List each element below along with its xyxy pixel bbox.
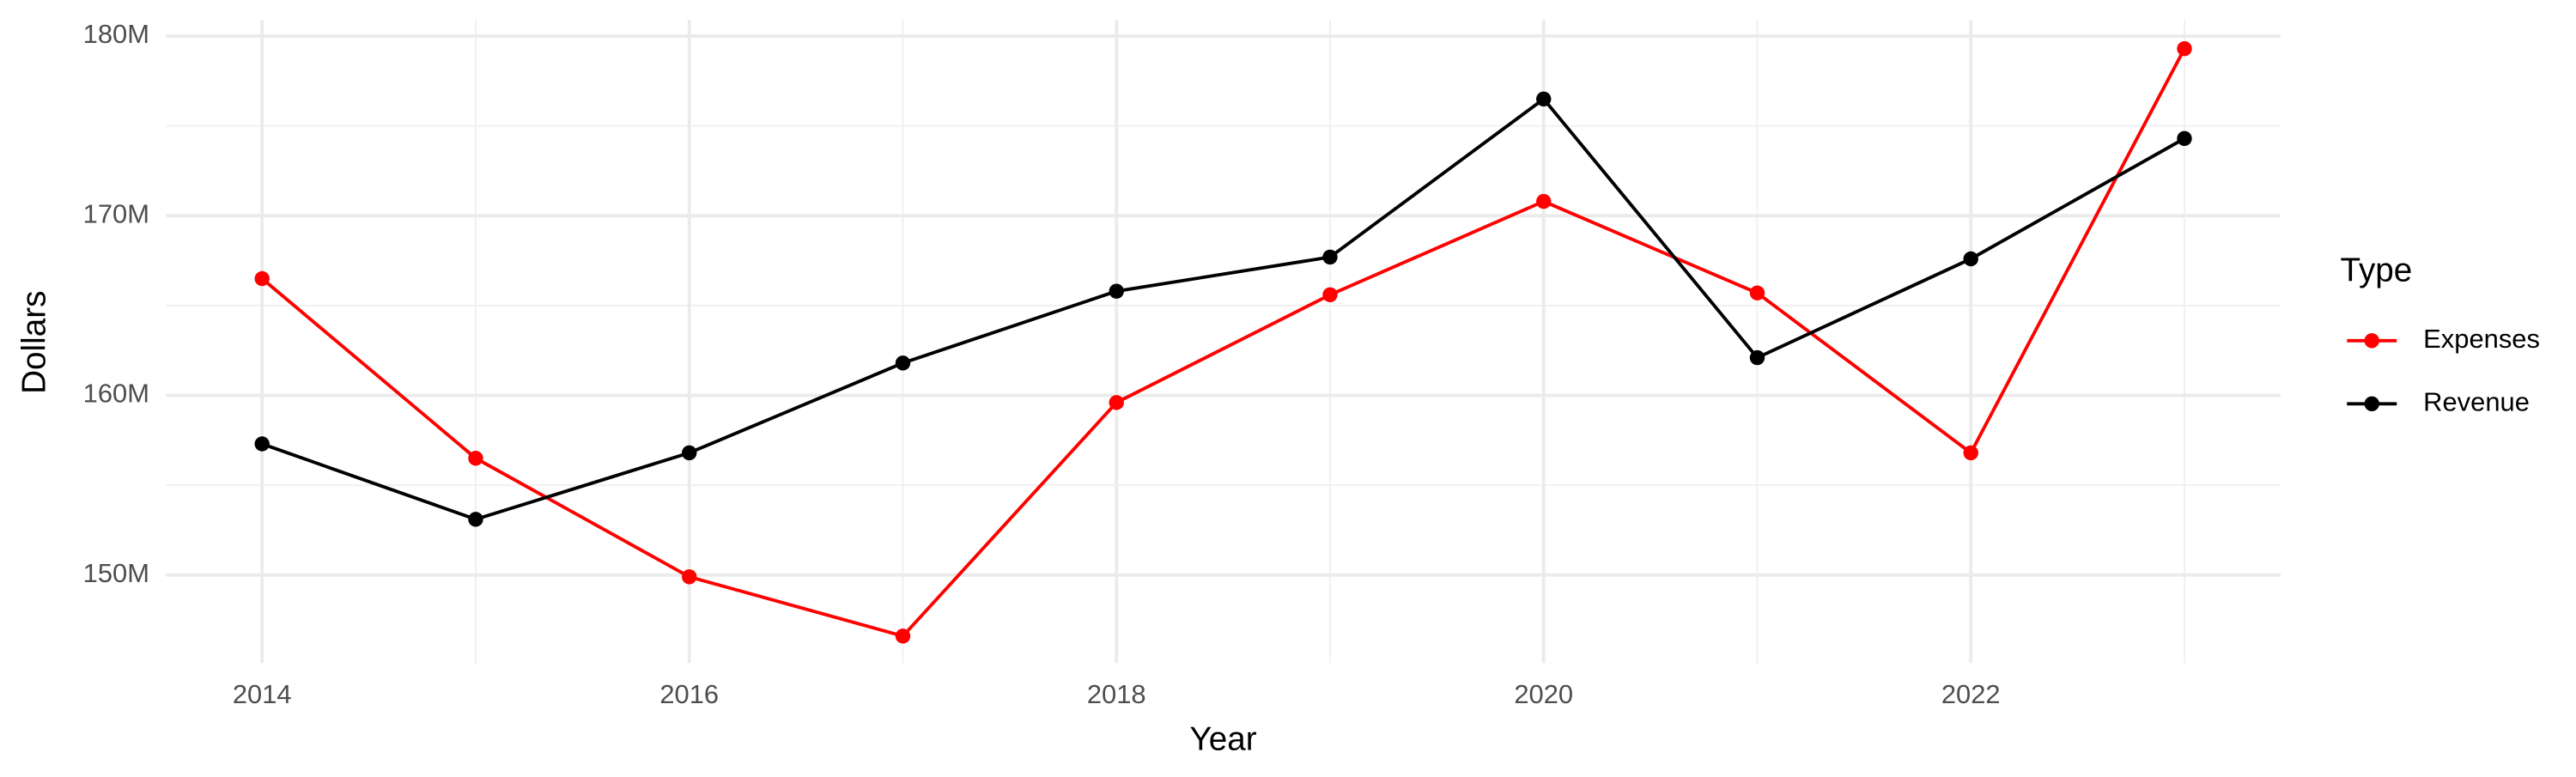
data-point	[1963, 445, 1978, 461]
series-line	[261, 96, 2185, 521]
data-point	[468, 512, 483, 527]
y-tick-label: 180M	[83, 19, 149, 49]
data-point	[468, 451, 483, 466]
data-point	[1536, 193, 1552, 209]
y-tick-label: 150M	[83, 558, 149, 588]
legend-marker	[2364, 396, 2379, 412]
legend-label: Revenue	[2423, 386, 2530, 416]
data-point	[1963, 251, 1978, 267]
x-tick-label: 2016	[659, 679, 719, 709]
x-axis-title: Year	[1190, 720, 1257, 757]
data-point	[1109, 395, 1124, 410]
x-tick-label: 2022	[1941, 679, 2001, 709]
data-point	[895, 355, 911, 371]
y-tick-label: 170M	[83, 198, 149, 228]
data-point	[682, 445, 697, 461]
data-point	[1322, 249, 1338, 265]
x-tick-label: 2014	[233, 679, 292, 709]
data-point	[1749, 285, 1765, 300]
x-tick-label: 2018	[1087, 679, 1146, 709]
data-point	[1749, 349, 1765, 366]
legend-label: Expenses	[2423, 324, 2540, 354]
data-point	[1322, 287, 1338, 303]
data-point	[1536, 91, 1552, 106]
data-point	[895, 628, 911, 644]
data-point	[2177, 131, 2192, 147]
x-tick-label: 2020	[1514, 679, 1573, 709]
data-point	[254, 436, 270, 452]
y-tick-label: 160M	[83, 379, 149, 409]
data-point	[1109, 283, 1124, 299]
y-axis-title: Dollars	[16, 290, 53, 393]
series-line	[260, 47, 2186, 639]
legend-title: Type	[2341, 252, 2413, 289]
data-point	[254, 270, 270, 287]
data-point	[2177, 40, 2192, 57]
legend-marker	[2364, 333, 2379, 349]
data-point	[682, 569, 697, 585]
